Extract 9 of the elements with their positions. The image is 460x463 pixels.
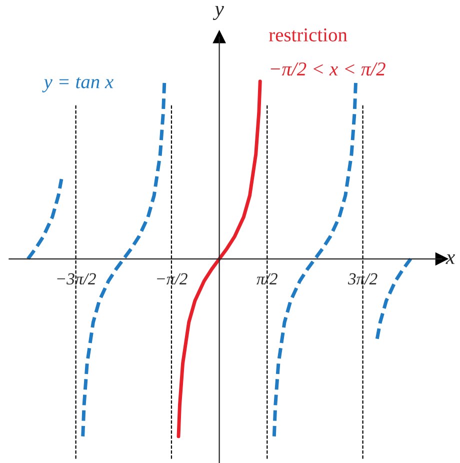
text: restriction (269, 28, 348, 42)
y-axis-title: y (212, 6, 224, 20)
x-tick-label: π/2 (256, 273, 278, 285)
x-tick-label: −3π/2 (57, 273, 96, 285)
x-tick-label: −π/2 (157, 273, 188, 285)
text: −π/2 < x < π/2 (270, 62, 386, 76)
x-tick-label: 3π/2 (348, 273, 378, 285)
annotation: y = tan x (42, 77, 114, 92)
x-axis-title: x (446, 254, 456, 264)
